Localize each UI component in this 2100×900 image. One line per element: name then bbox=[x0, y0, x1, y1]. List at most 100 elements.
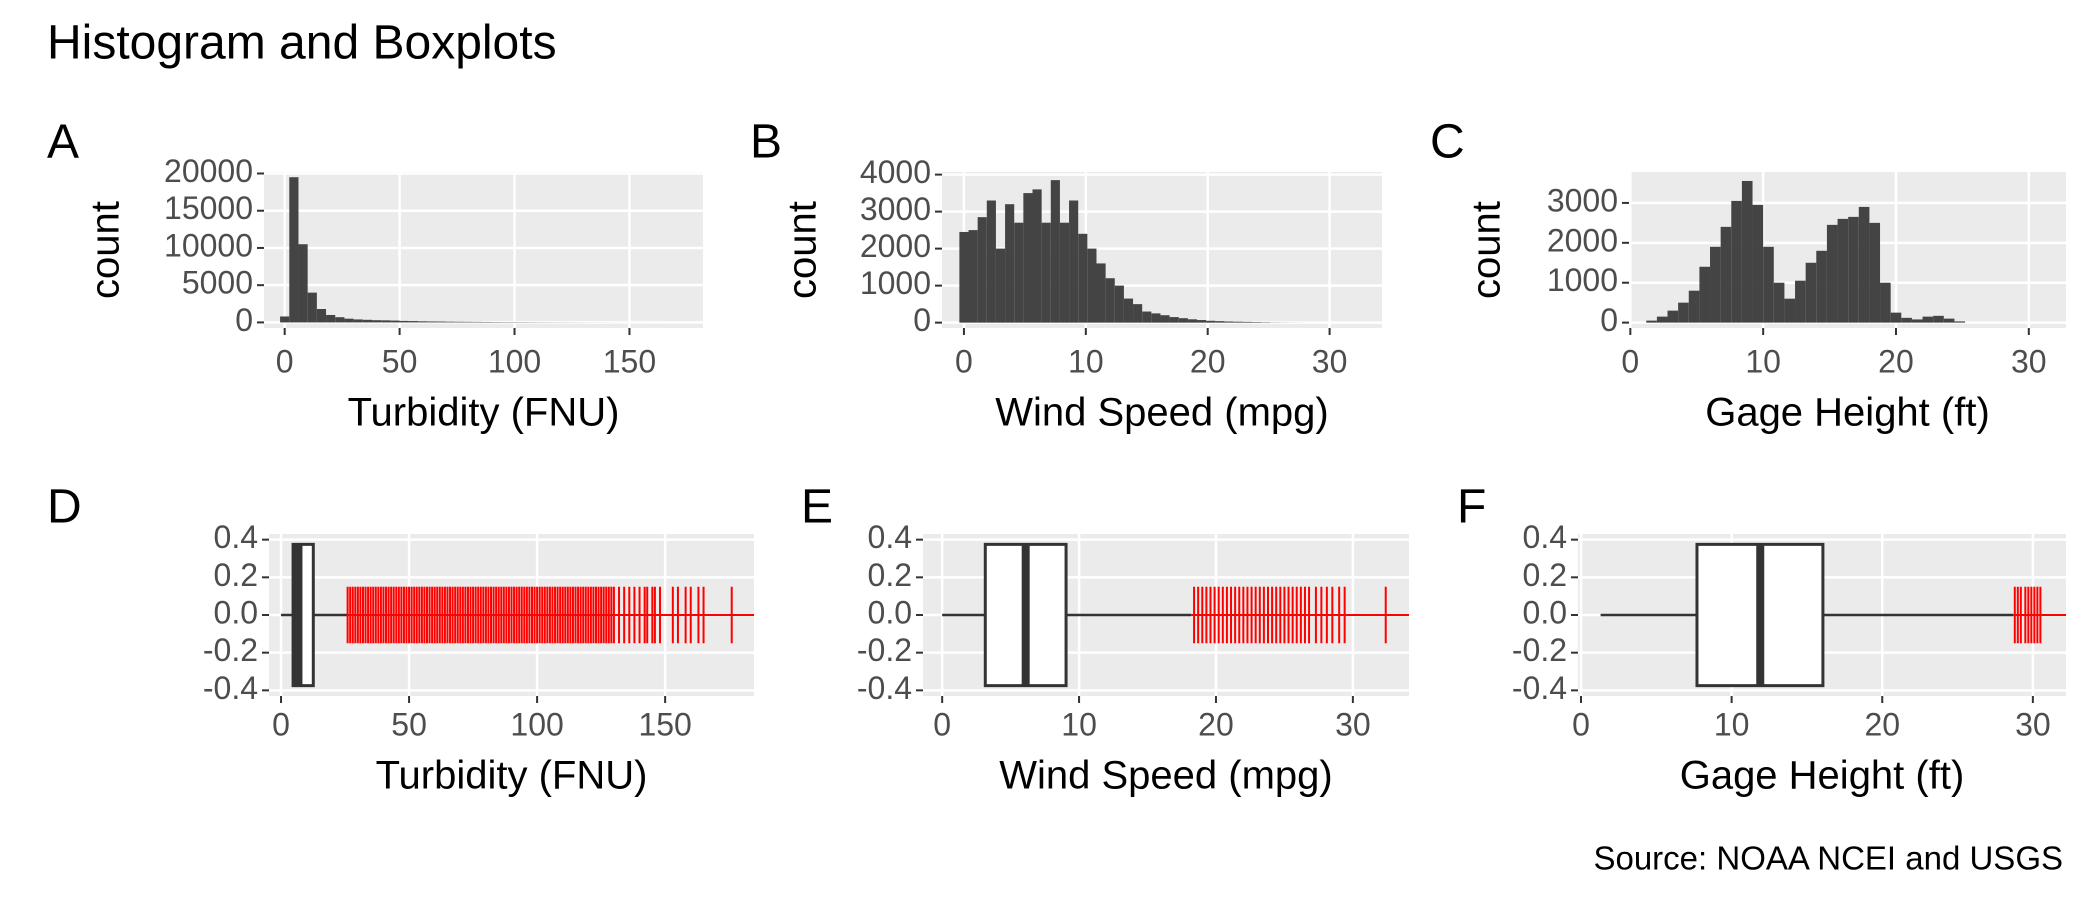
histogram-bar bbox=[1251, 322, 1262, 323]
x-tick-label: 0 bbox=[1621, 343, 1639, 379]
histogram-bar bbox=[1858, 206, 1870, 323]
histogram-bar bbox=[959, 231, 969, 323]
histogram-bar bbox=[1069, 200, 1079, 323]
histogram-bar bbox=[1869, 222, 1881, 323]
y-tick-label: 3000 bbox=[860, 191, 931, 227]
histogram-bar bbox=[353, 319, 363, 323]
x-tick-label: 50 bbox=[391, 706, 427, 742]
x-tick-label: 0 bbox=[933, 706, 951, 742]
y-axis-title: count bbox=[781, 201, 825, 299]
y-tick-label: 0.0 bbox=[1523, 594, 1567, 630]
x-axis-title: Turbidity (FNU) bbox=[348, 391, 620, 435]
x-axis-title: Gage Height (ft) bbox=[1680, 754, 1965, 798]
histogram-bar bbox=[1041, 222, 1051, 323]
histogram-bar bbox=[1087, 248, 1097, 323]
histogram-bar bbox=[1023, 193, 1033, 323]
histogram-bar bbox=[1169, 317, 1179, 323]
x-tick-label: 10 bbox=[1068, 343, 1104, 379]
histogram-bar bbox=[399, 320, 409, 323]
x-tick-label: 150 bbox=[603, 343, 656, 379]
y-axis-title: count bbox=[1465, 201, 1509, 299]
y-tick-label: 1000 bbox=[860, 265, 931, 301]
histogram-bar bbox=[372, 320, 382, 323]
y-tick-label: -0.2 bbox=[1512, 632, 1567, 668]
x-tick-label: 10 bbox=[1061, 706, 1097, 742]
histogram-bar bbox=[1178, 318, 1188, 323]
histogram-bar bbox=[344, 318, 354, 323]
x-tick-label: 10 bbox=[1745, 343, 1781, 379]
histogram-bar bbox=[1795, 280, 1806, 323]
histogram-bar bbox=[1215, 321, 1225, 323]
histogram-bar bbox=[1805, 262, 1817, 323]
caption: Source: NOAA NCEI and USGS bbox=[1593, 840, 2063, 877]
x-tick-label: 0 bbox=[955, 343, 973, 379]
histogram-bar bbox=[1837, 218, 1849, 323]
histogram-bar bbox=[1678, 302, 1689, 323]
y-tick-label: 0 bbox=[913, 302, 931, 338]
y-tick-label: 5000 bbox=[182, 265, 253, 301]
histogram-bar bbox=[1784, 298, 1796, 323]
panel-tag: D bbox=[47, 481, 82, 534]
x-tick-label: 30 bbox=[1312, 343, 1348, 379]
x-tick-label: 30 bbox=[2011, 343, 2047, 379]
panel-background bbox=[264, 172, 703, 328]
y-tick-label: 0.0 bbox=[868, 594, 912, 630]
histogram-bar bbox=[1720, 226, 1732, 323]
histogram-bar bbox=[1224, 321, 1234, 323]
panel-tag: E bbox=[801, 481, 833, 534]
histogram-bar bbox=[977, 217, 987, 323]
histogram-bar bbox=[427, 321, 437, 323]
histogram-bar bbox=[1050, 180, 1060, 323]
y-tick-label: -0.2 bbox=[857, 632, 912, 668]
histogram-bar bbox=[1096, 263, 1106, 323]
histogram-bar bbox=[1943, 318, 1955, 323]
histogram-bar bbox=[1078, 233, 1088, 323]
histogram-bar bbox=[1954, 321, 1966, 323]
histogram-bar bbox=[1848, 216, 1859, 323]
histogram-bar bbox=[326, 314, 336, 323]
y-tick-label: -0.4 bbox=[857, 670, 912, 706]
histogram-bar bbox=[1059, 222, 1070, 323]
y-tick-label: -0.2 bbox=[203, 632, 258, 668]
x-axis-title: Gage Height (ft) bbox=[1705, 391, 1990, 435]
x-tick-label: 20 bbox=[1878, 343, 1914, 379]
histogram-bar bbox=[463, 321, 474, 323]
histogram-bar bbox=[1014, 222, 1024, 323]
histogram-bar bbox=[1005, 204, 1015, 323]
y-tick-label: 0.2 bbox=[214, 557, 258, 593]
histogram-bar bbox=[1741, 180, 1753, 323]
x-tick-label: 10 bbox=[1714, 706, 1750, 742]
y-tick-label: 2000 bbox=[860, 228, 931, 264]
panel-tag: B bbox=[750, 116, 782, 169]
histogram-bar bbox=[1699, 266, 1711, 323]
figure-title: Histogram and Boxplots bbox=[47, 17, 557, 70]
histogram-bar bbox=[1911, 319, 1923, 323]
x-tick-label: 20 bbox=[1864, 706, 1900, 742]
histogram-bar bbox=[417, 321, 428, 323]
panel-tag: A bbox=[47, 116, 79, 169]
histogram-bar bbox=[307, 292, 317, 323]
y-tick-label: 0.4 bbox=[214, 519, 258, 555]
x-tick-label: 50 bbox=[382, 343, 418, 379]
histogram-bar bbox=[445, 321, 455, 323]
y-tick-label: 0.2 bbox=[1523, 557, 1567, 593]
x-tick-label: 20 bbox=[1198, 706, 1234, 742]
histogram-bar bbox=[1646, 320, 1657, 323]
histogram-bar bbox=[1773, 282, 1785, 323]
x-axis-title: Wind Speed (mpg) bbox=[999, 754, 1332, 798]
histogram-bar bbox=[968, 230, 978, 323]
histogram-bar bbox=[1656, 316, 1668, 323]
histogram-bar bbox=[1206, 320, 1216, 323]
y-tick-label: 15000 bbox=[164, 190, 253, 226]
histogram-bar bbox=[1880, 282, 1891, 323]
y-tick-label: 0.4 bbox=[1523, 519, 1567, 555]
histogram-bar bbox=[986, 200, 996, 323]
histogram-bar bbox=[1123, 298, 1134, 323]
histogram-bar bbox=[1826, 224, 1838, 323]
histogram-bar bbox=[1933, 315, 1944, 323]
histogram-bar bbox=[1242, 321, 1252, 323]
histogram-bar bbox=[1667, 310, 1679, 323]
histogram-bar bbox=[1688, 290, 1700, 323]
x-axis-title: Wind Speed (mpg) bbox=[995, 391, 1328, 435]
x-tick-label: 30 bbox=[2015, 706, 2051, 742]
